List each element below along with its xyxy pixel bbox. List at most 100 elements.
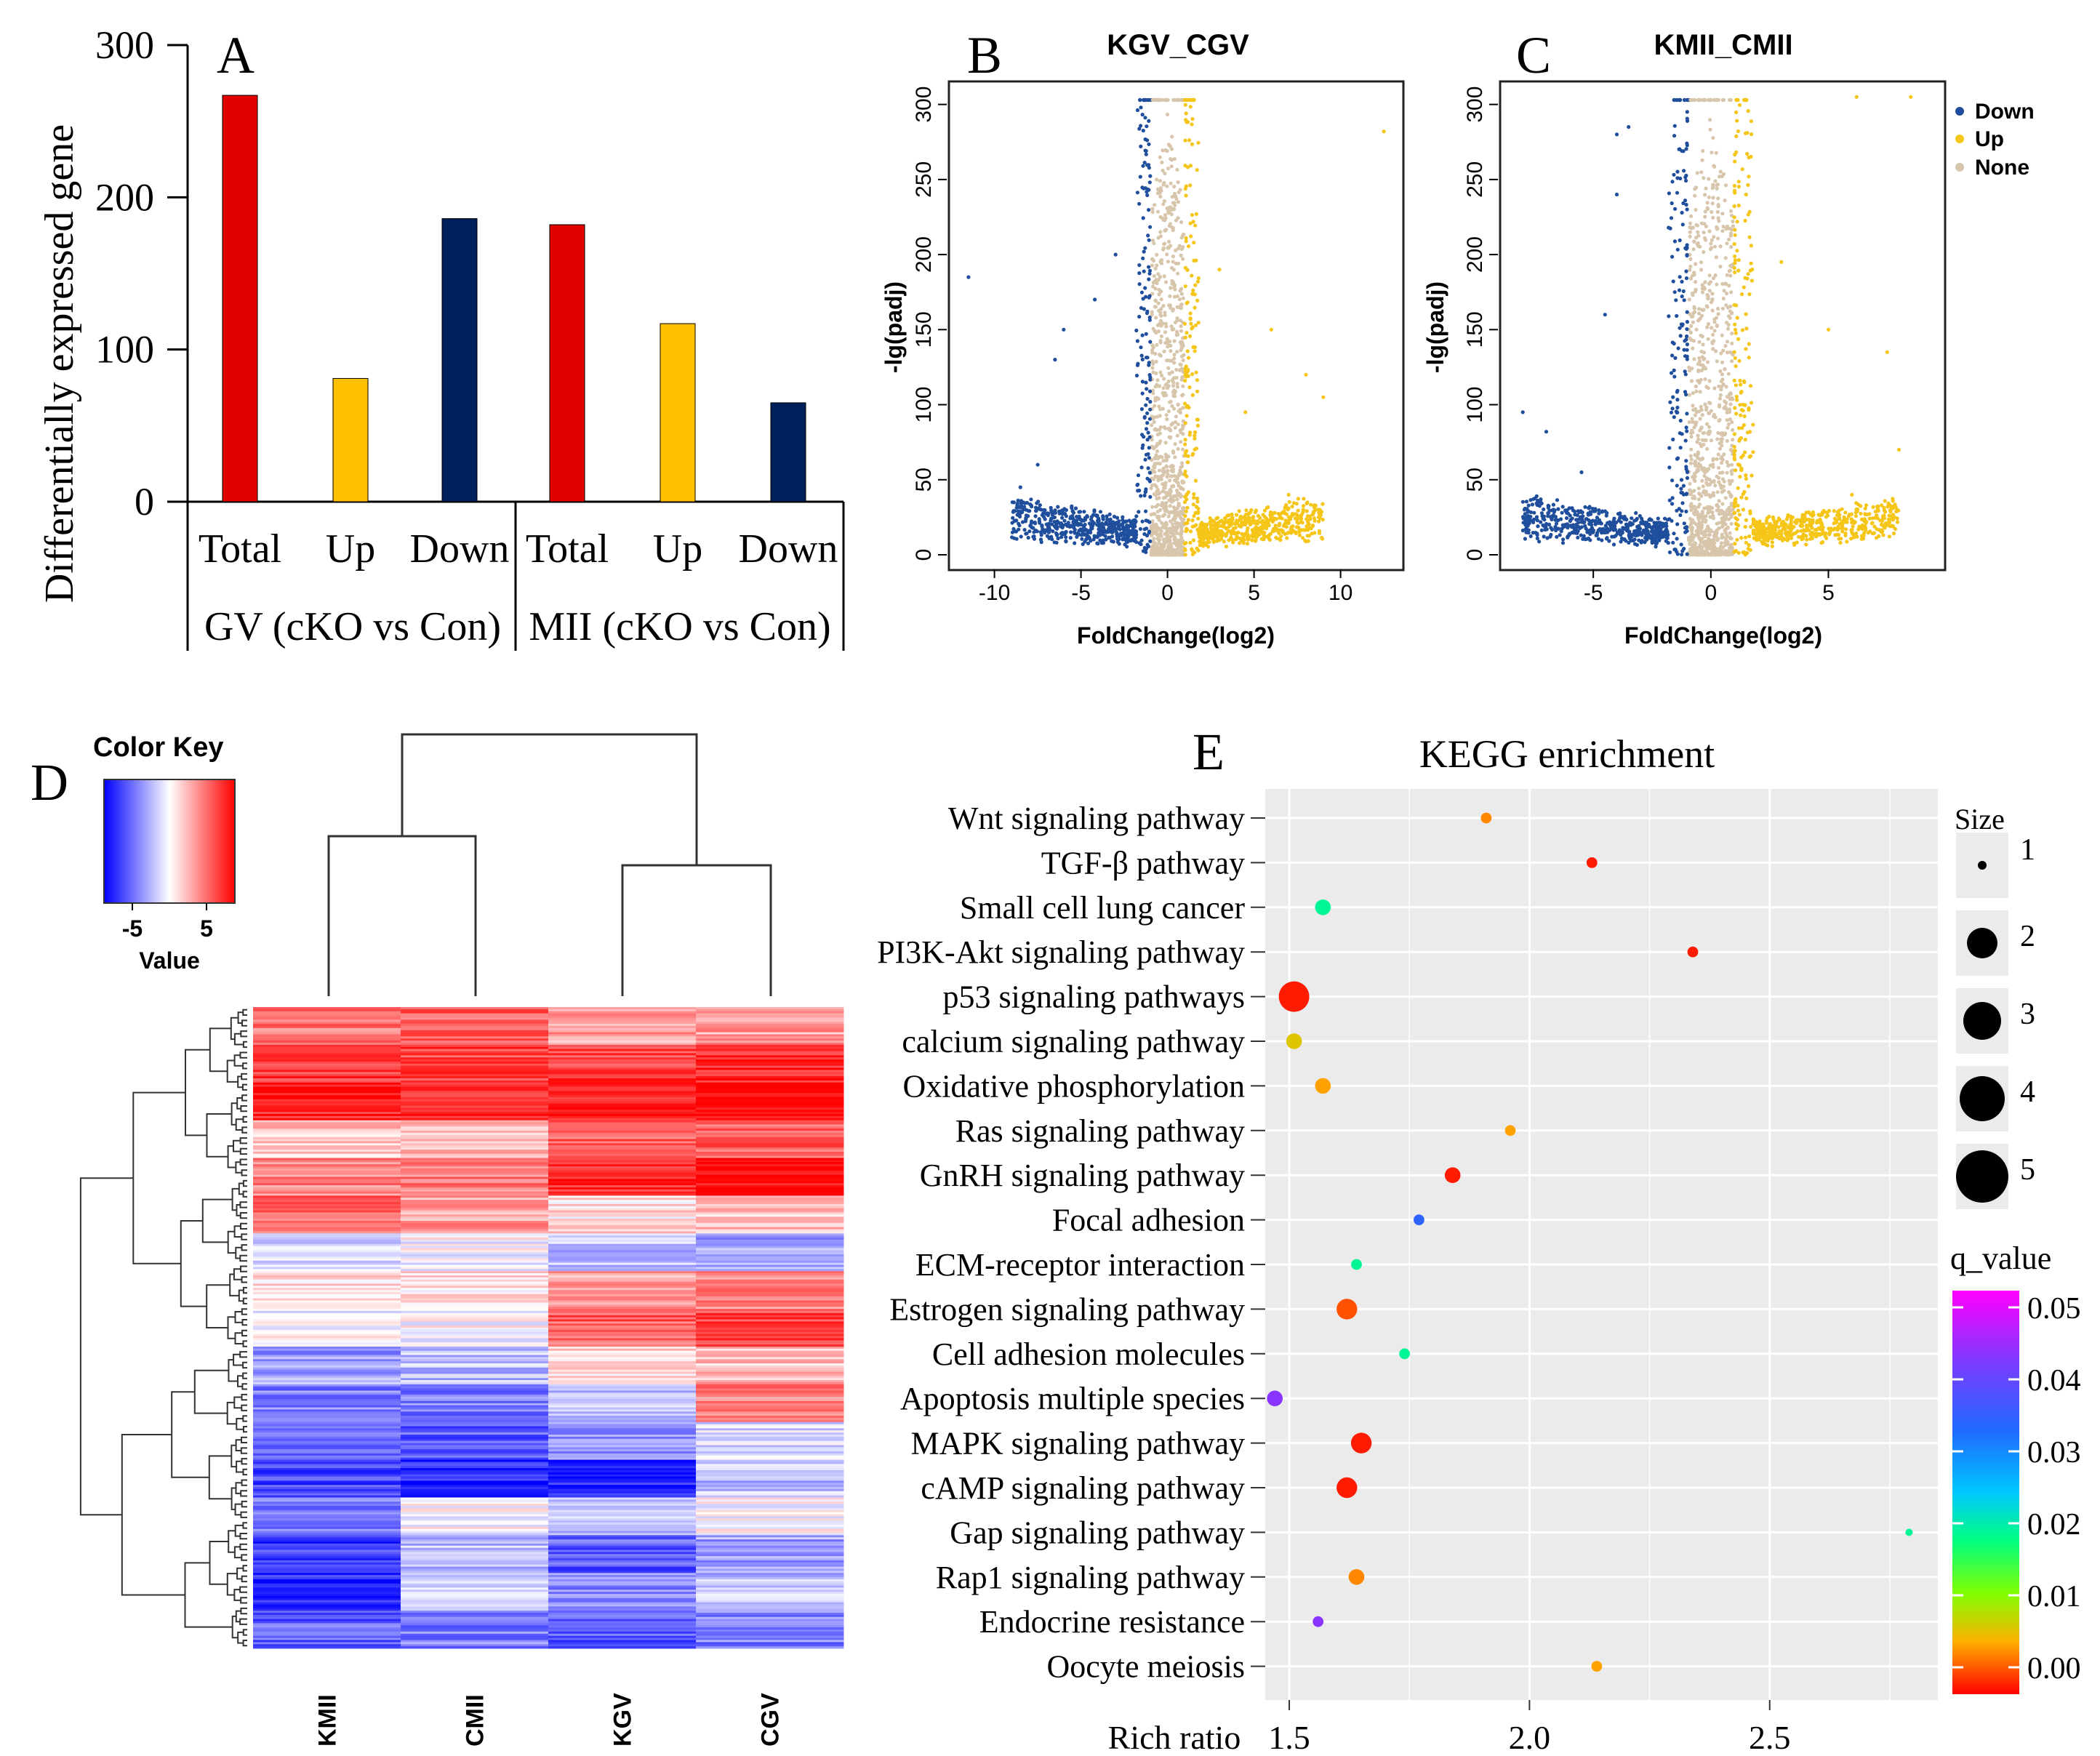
volcano-point: [1821, 540, 1825, 545]
volcano-point: [1147, 470, 1152, 475]
volcano-point: [1064, 514, 1068, 518]
volcano-point: [1696, 307, 1702, 311]
volcano-point: [1158, 191, 1162, 195]
volcano-point: [1035, 529, 1039, 534]
volcano-point: [1172, 191, 1177, 196]
volcano-point: [1170, 370, 1174, 374]
volcano-point: [1172, 339, 1177, 343]
volcano-point: [1188, 164, 1193, 168]
volcano-point: [1186, 490, 1190, 494]
volcano-point: [1732, 504, 1736, 509]
volcano-y-tick-label: 100: [912, 387, 936, 423]
volcano-point: [1175, 318, 1179, 323]
volcano-point: [1317, 519, 1321, 524]
volcano-point: [1723, 553, 1727, 557]
heatmap-cell: [696, 1097, 844, 1100]
row-dendrogram-branch: [241, 1308, 247, 1315]
volcano-point: [1168, 504, 1172, 508]
volcano-point: [1853, 533, 1857, 537]
volcano-point: [1220, 531, 1225, 535]
volcano-point: [1241, 541, 1246, 545]
volcano-point: [1526, 509, 1531, 513]
volcano-point: [1779, 523, 1784, 527]
volcano-point: [1164, 522, 1169, 526]
volcano-point: [1723, 256, 1728, 260]
volcano-point: [1053, 508, 1057, 513]
volcano-point: [1595, 531, 1600, 535]
volcano-point: [1684, 246, 1688, 250]
row-dendrogram-branch: [242, 1415, 247, 1422]
volcano-point: [1296, 508, 1300, 513]
volcano-point: [1766, 543, 1770, 548]
volcano-point: [1728, 97, 1733, 103]
volcano-point: [1667, 517, 1672, 521]
volcano-point: [1718, 483, 1723, 487]
volcano-point: [1163, 382, 1168, 387]
volcano-point: [1727, 284, 1731, 288]
volcano-point: [1750, 278, 1754, 283]
heatmap-cell: [696, 1093, 844, 1096]
heatmap-cell: [548, 1089, 697, 1091]
volcano-point: [1194, 258, 1198, 262]
volcano-point: [1153, 553, 1157, 557]
volcano-point: [1758, 534, 1762, 538]
volcano-point: [1100, 532, 1105, 537]
volcano-point: [1138, 97, 1142, 103]
volcano-point: [1539, 528, 1544, 532]
heatmap-cell: [401, 1036, 549, 1039]
volcano-point: [1193, 305, 1197, 310]
volcano-point: [1768, 522, 1773, 526]
volcano-point: [1699, 426, 1704, 430]
row-dendrogram-branch: [242, 1361, 247, 1369]
volcano-point: [1161, 489, 1165, 494]
volcano-point: [1180, 447, 1185, 452]
volcano-point: [1811, 510, 1815, 514]
volcano-point: [1551, 502, 1555, 507]
volcano-x-tick-label: -10: [979, 581, 1010, 605]
volcano-point: [1183, 138, 1187, 143]
volcano-point: [1703, 520, 1708, 524]
volcano-point: [1616, 518, 1621, 523]
volcano-point: [1611, 522, 1615, 527]
volcano-point: [1737, 438, 1742, 443]
volcano-point: [1693, 413, 1697, 417]
volcano-point: [1688, 542, 1692, 546]
volcano-point: [1164, 455, 1169, 460]
volcano-point: [1113, 252, 1118, 257]
row-dendrogram-branch: [231, 1187, 239, 1211]
volcano-point: [1158, 155, 1162, 159]
volcano-point: [1732, 215, 1736, 220]
heatmap-cell: [253, 1065, 401, 1068]
volcano-point: [1739, 382, 1743, 387]
volcano-point: [1624, 517, 1628, 521]
volcano-point: [1011, 526, 1016, 532]
volcano-point: [1081, 529, 1086, 533]
volcano-point: [1694, 262, 1698, 266]
volcano-point: [1685, 357, 1689, 361]
volcano-point: [1731, 219, 1735, 224]
volcano-c-xlabel: FoldChange(log2): [1624, 622, 1822, 649]
bar: [549, 224, 585, 502]
volcano-point: [1711, 332, 1715, 337]
volcano-point: [1318, 508, 1322, 512]
volcano-point: [1715, 324, 1719, 329]
heatmap-cell: [401, 1013, 549, 1016]
volcano-point: [1729, 228, 1734, 232]
volcano-point: [1148, 340, 1153, 344]
volcano-point: [1543, 527, 1547, 532]
volcano-point: [1732, 378, 1736, 383]
volcano-point: [1145, 124, 1149, 129]
volcano-point: [1146, 233, 1150, 238]
volcano-point: [1728, 417, 1732, 422]
volcano-point: [1146, 430, 1150, 435]
volcano-point: [1582, 534, 1586, 538]
volcano-point: [1146, 544, 1150, 549]
volcano-point: [1193, 478, 1198, 483]
volcano-point: [1147, 478, 1152, 482]
heatmap-cell: [253, 1019, 401, 1022]
volcano-point: [1214, 516, 1219, 521]
volcano-point: [1670, 502, 1675, 506]
volcano-point: [1715, 503, 1719, 508]
volcano-point: [1161, 386, 1166, 390]
